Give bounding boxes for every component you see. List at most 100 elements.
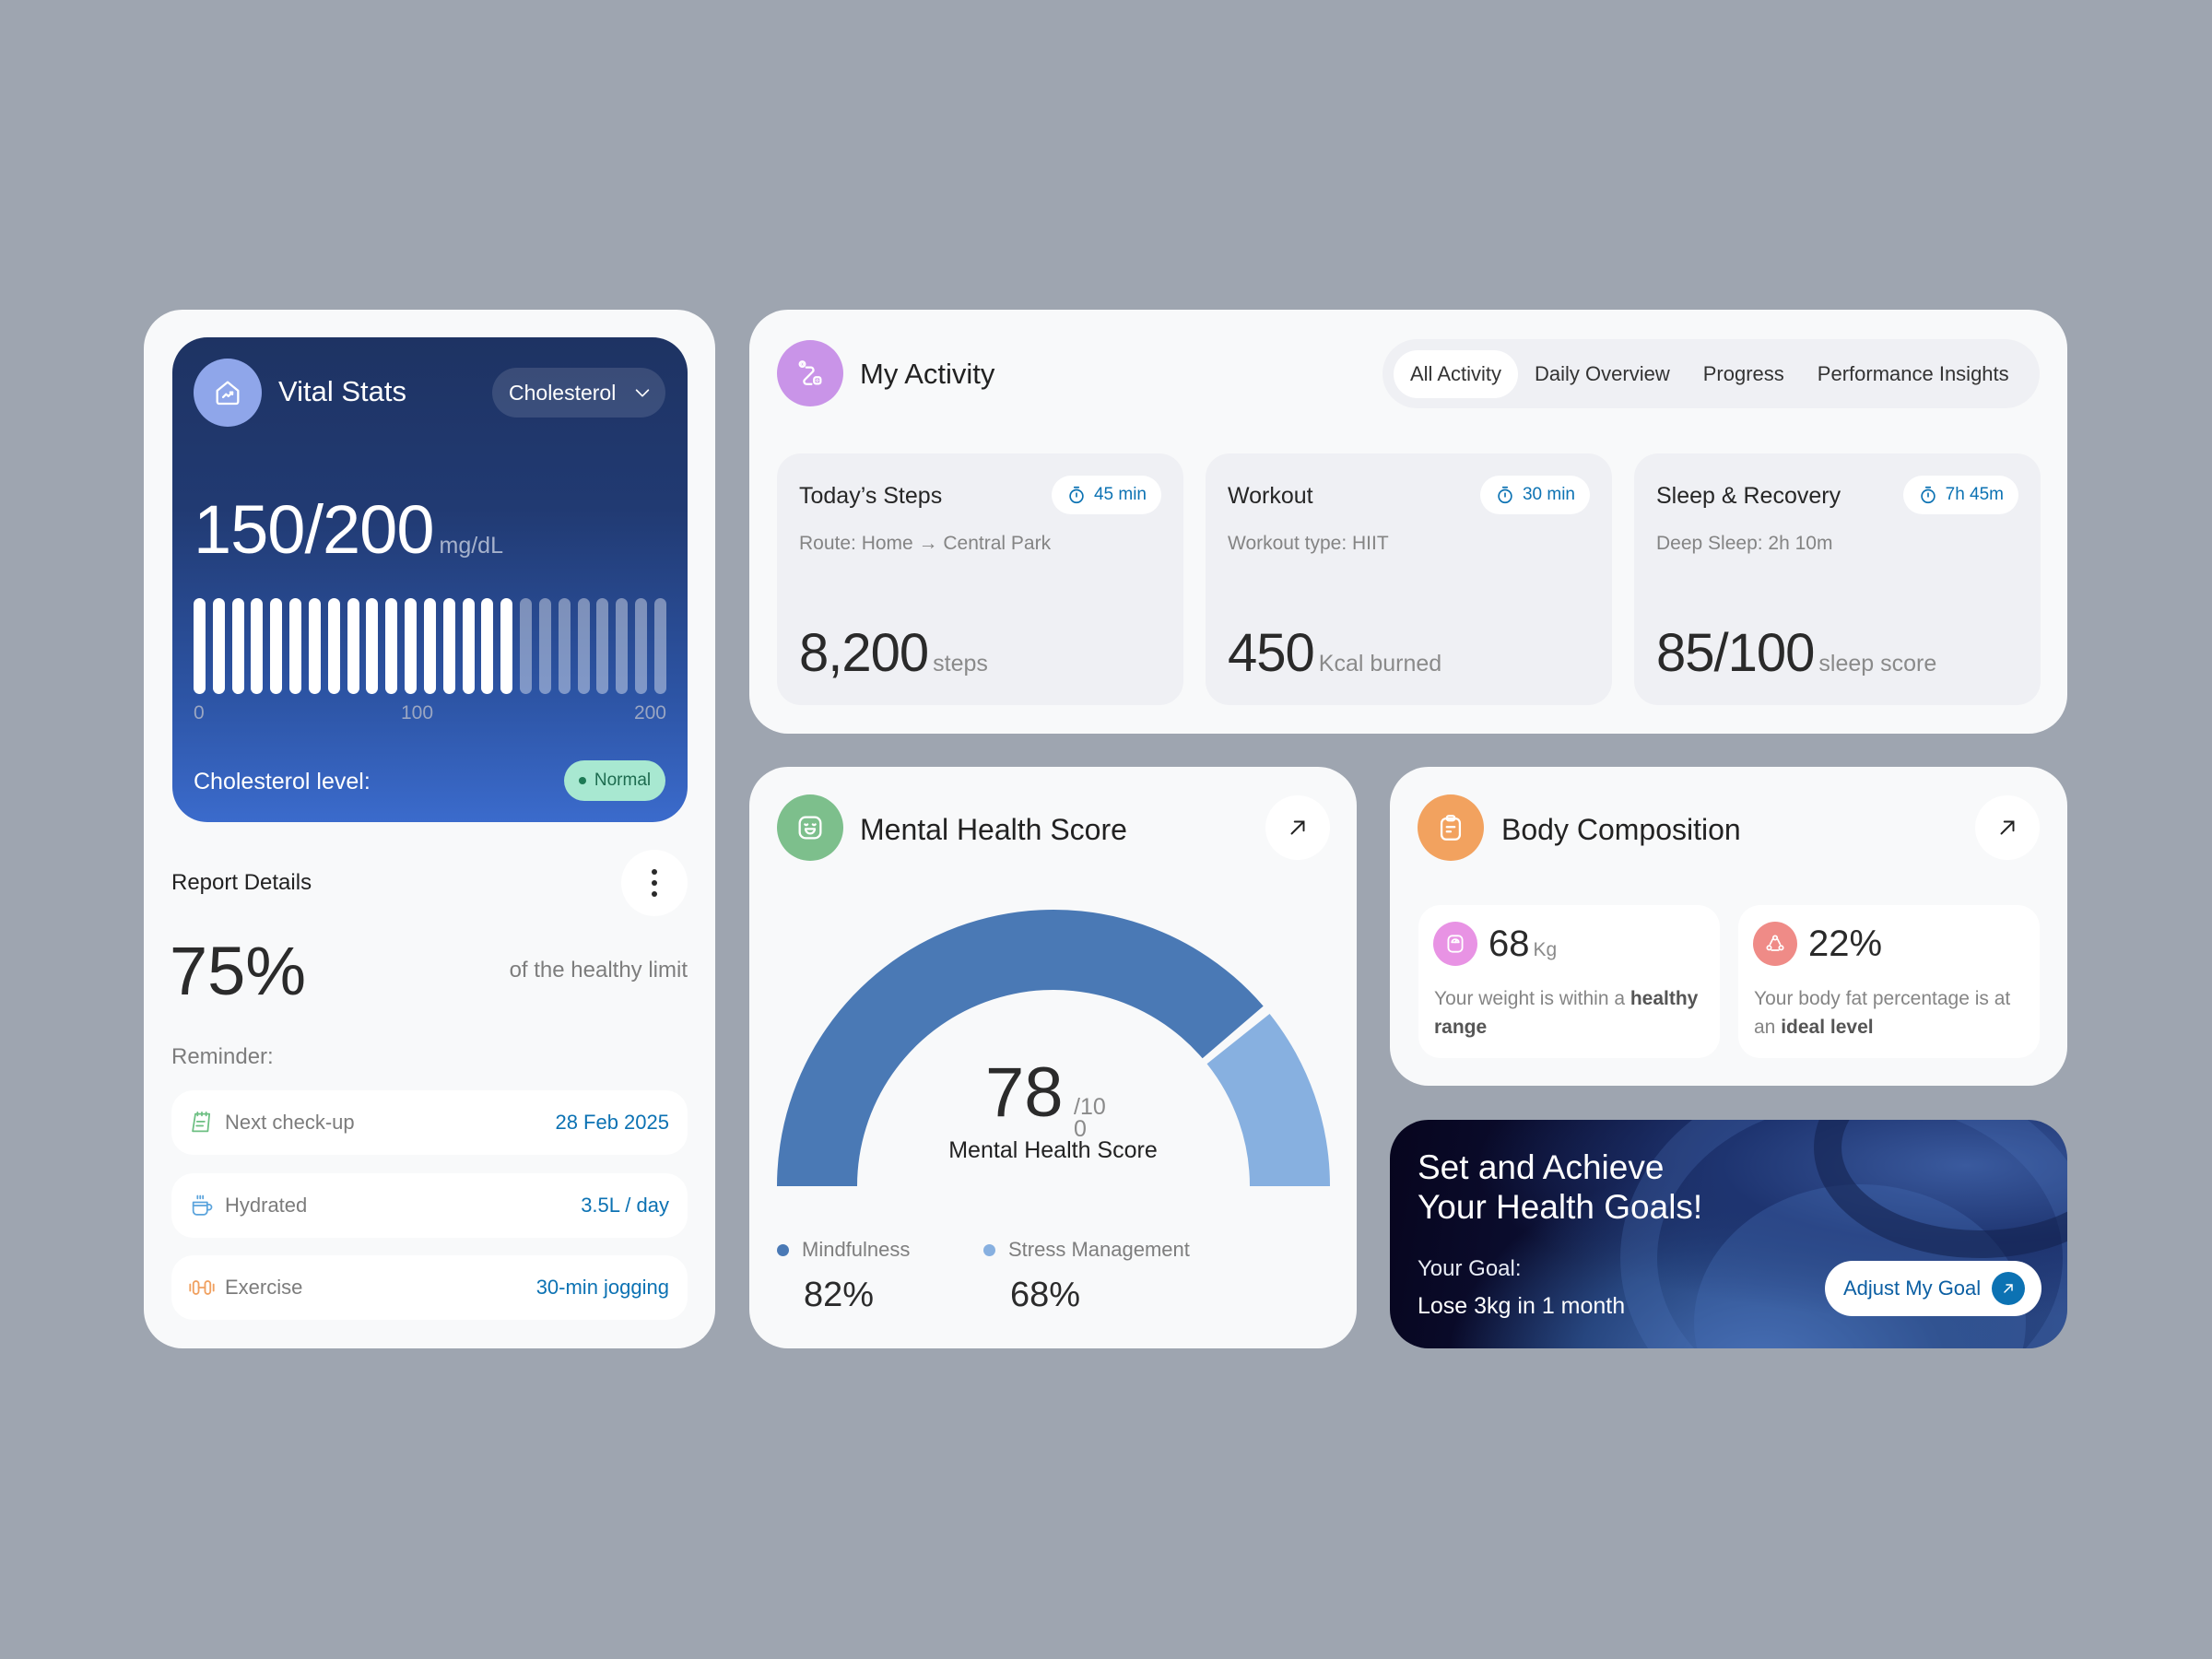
duration-pill: 30 min <box>1479 476 1590 514</box>
vital-stats-title: Vital Stats <box>278 375 407 407</box>
healthy-limit-percent: 75% <box>170 933 307 1009</box>
chevron-down-icon <box>636 389 650 397</box>
mental-health-title: Mental Health Score <box>860 813 1127 846</box>
weight-desc-bold: healthy range <box>1434 988 1699 1038</box>
my-activity-title: My Activity <box>860 358 995 390</box>
meter-bar <box>577 598 590 694</box>
duration-text: 30 min <box>1522 485 1575 504</box>
reminder-label-text: Exercise <box>225 1276 303 1299</box>
mindfulness-value: 82% <box>804 1276 875 1314</box>
arrow-up-right-icon <box>1992 1272 2026 1305</box>
reminder-value: 3.5L / day <box>581 1194 669 1217</box>
reminder-item-checkup[interactable]: Next check-up 28 Feb 2025 <box>171 1090 688 1155</box>
cholesterol-reading: 150/200 <box>194 491 434 568</box>
tab-progress[interactable]: Progress <box>1702 361 1784 385</box>
stat-unit: steps <box>933 651 988 677</box>
meter-bar <box>327 598 340 694</box>
reminder-item-exercise[interactable]: Exercise 30-min jogging <box>171 1255 688 1320</box>
reminder-item-hydrated[interactable]: Hydrated 3.5L / day <box>171 1173 688 1238</box>
clipboard-icon <box>1418 794 1484 861</box>
status-dot-icon <box>578 777 586 784</box>
stress-value: 68% <box>1010 1276 1081 1314</box>
meter-bar <box>251 598 264 694</box>
body-composition-card: Body Composition 68 Kg Your weight is wi… <box>1390 767 2067 1086</box>
stat-title: Today’s Steps <box>799 483 943 509</box>
scale-icon <box>1433 922 1477 966</box>
meter-bar <box>423 598 436 694</box>
metric-dropdown-value: Cholesterol <box>509 380 617 405</box>
goal-label: Your Goal: <box>1418 1256 1522 1281</box>
cholesterol-level-label: Cholesterol level: <box>194 769 371 794</box>
tab-daily-overview[interactable]: Daily Overview <box>1535 361 1670 385</box>
legend-dot-icon <box>983 1243 995 1256</box>
axis-label-mid: 100 <box>401 702 434 724</box>
goal-title-line2: Your Health Goals! <box>1418 1188 1703 1226</box>
status-badge: Normal <box>564 760 665 801</box>
mental-score-value: 78 <box>985 1053 1064 1132</box>
stat-unit: Kcal burned <box>1318 651 1442 677</box>
legend-dot-icon <box>777 1243 789 1256</box>
adjust-goal-button[interactable]: Adjust My Goal <box>1825 1261 2041 1316</box>
duration-pill: 7h 45m <box>1902 476 2018 514</box>
meter-bar <box>442 598 455 694</box>
weight-number: 68 <box>1488 924 1530 964</box>
kebab-dot-icon <box>652 880 657 886</box>
activity-tabs: All Activity Daily Overview Progress Per… <box>1382 339 2040 408</box>
tab-performance-insights[interactable]: Performance Insights <box>1817 361 2009 385</box>
dumbbell-icon <box>188 1274 216 1301</box>
meter-bar <box>231 598 244 694</box>
meter-bar <box>481 598 494 694</box>
status-badge-text: Normal <box>594 771 652 790</box>
arrow-up-right-icon <box>1290 820 1305 835</box>
stat-card-steps[interactable]: Today’s Steps 45 min Route: Home → Centr… <box>777 453 1183 705</box>
stat-title: Sleep & Recovery <box>1656 483 1841 509</box>
stat-number: 450 <box>1228 623 1315 683</box>
stat-card-workout[interactable]: Workout 30 min Workout type: HIIT 450 Kc… <box>1206 453 1612 705</box>
stat-value: 85/100 sleep score <box>1656 622 1936 684</box>
stat-number: 8,200 <box>799 623 929 683</box>
more-options-button[interactable] <box>621 850 688 916</box>
weight-box: 68 Kg Your weight is within a healthy ra… <box>1418 905 1720 1058</box>
meter-bar <box>558 598 571 694</box>
cholesterol-unit: mg/dL <box>439 533 503 559</box>
body-fat-description: Your body fat percentage is at an ideal … <box>1754 984 2030 1041</box>
axis-label-min: 0 <box>194 702 205 724</box>
body-fat-value: 22% <box>1808 924 1882 965</box>
stat-value: 8,200 steps <box>799 622 988 684</box>
meter-bar <box>347 598 359 694</box>
stat-unit: sleep score <box>1818 651 1937 677</box>
meter-bar <box>270 598 283 694</box>
kebab-dot-icon <box>652 891 657 897</box>
meter-bar <box>635 598 648 694</box>
weight-unit: Kg <box>1533 939 1558 960</box>
kebab-dot-icon <box>652 869 657 875</box>
goal-banner-title: Set and Achieve Your Health Goals! <box>1418 1147 1702 1227</box>
tab-all-activity[interactable]: All Activity <box>1394 349 1519 398</box>
legend-stress: Stress Management <box>983 1238 1190 1262</box>
body-fat-box: 22% Your body fat percentage is at an id… <box>1738 905 2040 1058</box>
meter-bar <box>194 598 206 694</box>
legend-label: Mindfulness <box>802 1238 911 1261</box>
my-activity-card: My Activity All Activity Daily Overview … <box>749 310 2067 734</box>
healthy-limit-description: of the healthy limit <box>509 958 688 982</box>
open-mental-details-button[interactable] <box>1265 795 1330 860</box>
weight-description: Your weight is within a healthy range <box>1434 984 1711 1041</box>
stopwatch-icon <box>1069 486 1084 504</box>
open-body-details-button[interactable] <box>1975 795 2040 860</box>
legend-label: Stress Management <box>1008 1238 1190 1261</box>
metric-dropdown[interactable]: Cholesterol <box>492 368 665 418</box>
mental-score-max: /100 <box>1074 1094 1106 1142</box>
stat-subtitle: Deep Sleep: 2h 10m <box>1656 533 1833 554</box>
weight-desc-text: Your weight is within a <box>1434 988 1630 1009</box>
home-trend-icon <box>194 359 262 427</box>
adjust-goal-label: Adjust My Goal <box>1843 1277 1982 1300</box>
stat-card-sleep[interactable]: Sleep & Recovery 7h 45m Deep Sleep: 2h 1… <box>1634 453 2041 705</box>
stat-subtitle: Workout type: HIIT <box>1228 533 1389 554</box>
body-composition-title: Body Composition <box>1501 813 1741 846</box>
calendar-icon <box>188 1109 216 1136</box>
meter-bar <box>289 598 302 694</box>
bar-meter-axis: 0 100 200 <box>194 702 666 728</box>
meter-bar <box>462 598 475 694</box>
stat-title: Workout <box>1228 483 1313 509</box>
vital-stats-panel: Vital Stats Cholesterol 150/200 mg/dL 0 … <box>172 337 688 822</box>
